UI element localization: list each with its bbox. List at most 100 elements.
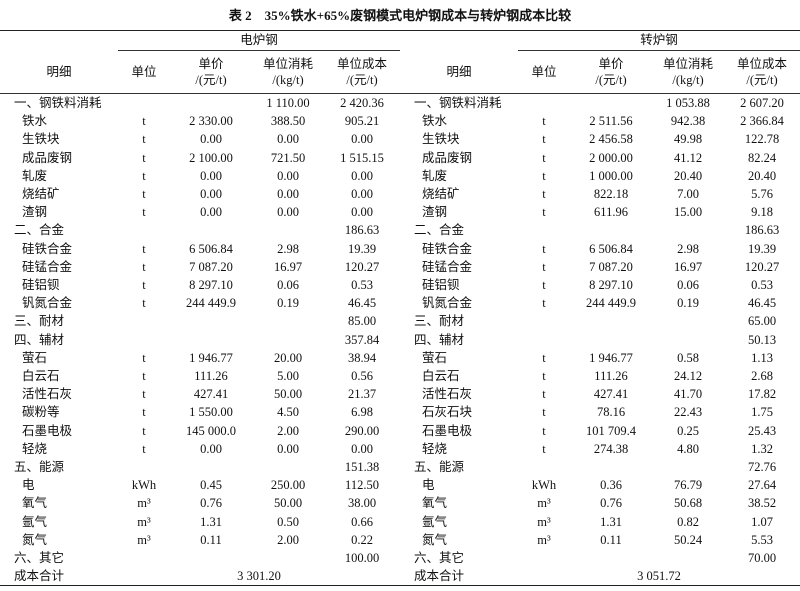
table-cell: 85.00 [347, 314, 377, 329]
table-cell: t [542, 350, 546, 365]
table-cell: 8 297.10 [589, 278, 633, 293]
table-cell: 0.56 [351, 369, 373, 384]
table-row: 六、其它 100.00 六、其它 70.00 [0, 549, 800, 567]
table-cell: 0.25 [677, 423, 699, 438]
table-row: 钒氮合金 t 244 449.9 0.19 46.45 钒氮合金 t 244 449.9 0.1… [0, 294, 800, 312]
row-label: 三、耐材 [14, 314, 65, 329]
row-label: 氧气 [422, 496, 448, 511]
table-cell: 2 000.00 [589, 150, 633, 165]
total-value: 3 051.72 [518, 567, 800, 587]
table-row: 一、钢铁料消耗 1 110.00 2 420.36 一、钢铁料消耗 1 053.88 2 … [0, 94, 800, 113]
table-cell: 0.76 [200, 496, 222, 511]
column-header-line: 单位成本 [737, 57, 788, 71]
empty-cell [118, 94, 170, 113]
row-label: 硅锰合金 [422, 259, 473, 274]
table-cell: 6 506.84 [589, 241, 633, 256]
table-cell: 4.80 [677, 441, 699, 456]
row-label: 烧结矿 [422, 187, 460, 202]
table-row: 轧废 t 0.00 0.00 0.00 轧废 t 1 000.00 20.40 20.40 [0, 167, 800, 185]
table-row: 白云石 t 111.26 5.00 0.56 白云石 t 111.26 24.12 2.68 [0, 367, 800, 385]
table-cell: 111.26 [594, 369, 628, 384]
row-label: 石墨电极 [22, 423, 73, 438]
table-cell: 112.50 [345, 478, 379, 493]
total-label: 成本合计 [0, 567, 118, 587]
table-cell: t [542, 278, 546, 293]
table-cell: t [542, 405, 546, 420]
table-cell: 82.24 [747, 150, 777, 165]
row-label: 硅锰合金 [22, 259, 73, 274]
table-cell: 0.00 [277, 187, 299, 202]
column-header: 单价 /(元/t) [170, 50, 252, 94]
table-cell: 9.18 [751, 205, 773, 220]
table-cell: 16.97 [673, 259, 703, 274]
table-row: 铁水 t 2 330.00 388.50 905.21 铁水 t 2 511.56 942.38… [0, 112, 800, 130]
table-cell: t [542, 150, 546, 165]
table-cell: 1.13 [751, 350, 773, 365]
table-cell: 76.79 [673, 478, 703, 493]
table-cell: 38.52 [747, 496, 777, 511]
table-cell: 427.41 [593, 387, 629, 402]
empty-cell [170, 312, 252, 330]
row-label: 生铁块 [422, 132, 460, 147]
table-row: 氧气 m³ 0.76 50.00 38.00 氧气 m³ 0.76 50.68 38.52 [0, 494, 800, 512]
row-label: 轻烧 [422, 441, 448, 456]
table-cell: 120.27 [344, 259, 380, 274]
table-cell: 38.00 [347, 496, 377, 511]
row-label: 氮气 [422, 532, 448, 547]
row-label: 铁水 [422, 114, 448, 129]
table-cell: 5.53 [751, 532, 773, 547]
row-label: 萤石 [22, 350, 48, 365]
empty-cell [252, 458, 324, 476]
row-label: 硅铁合金 [22, 241, 73, 256]
column-header: 明细 [0, 50, 118, 94]
table-cell: 1.31 [200, 514, 222, 529]
table-cell: 1 946.77 [189, 350, 233, 365]
table-cell: 0.19 [277, 296, 299, 311]
table-cell: 50.13 [747, 332, 777, 347]
table-cell: 822.18 [593, 187, 629, 202]
table-cell: m³ [137, 496, 151, 511]
column-header-line: /(元/t) [595, 73, 627, 87]
table-cell: 50.68 [673, 496, 703, 511]
table-cell: 7 087.20 [589, 259, 633, 274]
table-cell: 25.43 [747, 423, 777, 438]
row-label: 六、其它 [14, 551, 65, 566]
table-cell: 0.00 [200, 187, 222, 202]
row-label: 一、钢铁料消耗 [14, 96, 102, 110]
column-header-line: /(kg/t) [272, 73, 304, 87]
column-header-line: 单位 [131, 65, 157, 79]
table-cell: 1 053.88 [666, 96, 710, 110]
table-cell: 0.00 [351, 132, 373, 147]
table-cell: 41.12 [673, 150, 703, 165]
table-cell: t [542, 168, 546, 183]
column-header: 单位成本 /(元/t) [324, 50, 401, 94]
row-label: 烧结矿 [22, 187, 60, 202]
table-cell: 0.19 [677, 296, 699, 311]
row-label: 渣钢 [22, 205, 48, 220]
table-cell: 7 087.20 [189, 259, 233, 274]
empty-cell [252, 549, 324, 567]
empty-cell [518, 458, 570, 476]
table-cell: 0.00 [277, 441, 299, 456]
table-cell: 20.00 [273, 350, 303, 365]
row-label: 氩气 [22, 514, 48, 529]
table-cell: 6 506.84 [189, 241, 233, 256]
column-header-line: 单价 [198, 57, 224, 71]
row-label: 三、耐材 [414, 314, 465, 329]
table-cell: m³ [537, 532, 551, 547]
row-label: 白云石 [22, 369, 60, 384]
table-cell: 50.00 [273, 496, 303, 511]
column-header: 单价 /(元/t) [570, 50, 653, 94]
table-cell: 0.50 [277, 514, 299, 529]
table-cell: t [142, 150, 146, 165]
table-cell: t [542, 132, 546, 147]
table-cell: 0.82 [677, 514, 699, 529]
table-cell: m³ [537, 496, 551, 511]
table-cell: 0.00 [200, 441, 222, 456]
table-cell: 244 449.9 [586, 296, 637, 311]
table-cell: t [542, 259, 546, 274]
table-cell: 19.39 [747, 241, 777, 256]
row-label: 渣钢 [422, 205, 448, 220]
table-cell: 2.00 [277, 423, 299, 438]
